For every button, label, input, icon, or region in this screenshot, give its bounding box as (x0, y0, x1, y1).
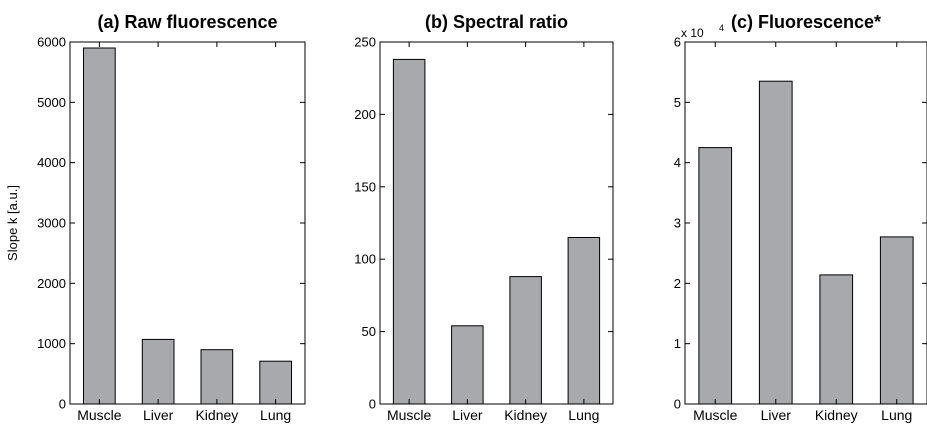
category-label-a-0: Muscle (77, 407, 122, 423)
ytick-label-b-0: 0 (369, 397, 376, 412)
ytick-label-c-3: 3 (674, 216, 681, 231)
category-label-a-2: Kidney (195, 407, 238, 423)
chart-a: Muscle Liver Kidney Lung 0 1000 2000 3000 4000 50… (5, 12, 306, 423)
ytick-label-b-5: 250 (354, 35, 376, 50)
category-label-b-2: Kidney (504, 407, 547, 423)
bar-b-muscle (392, 58, 426, 405)
bar-c-kidney (819, 274, 854, 405)
chart-c: Muscle Liver Kidney Lung 0 1 2 3 4 5 6 (c) Fluoresc… (674, 12, 927, 423)
y-multiplier-exponent-c: 4 (719, 23, 724, 33)
bar-a-lung (259, 360, 292, 405)
bar-b-kidney (509, 276, 542, 405)
category-label-a-3: Lung (260, 407, 291, 423)
category-label-b-0: Muscle (387, 407, 432, 423)
chart-title-b: (b) Spectral ratio (425, 12, 568, 32)
ytick-label-a-6: 6000 (37, 35, 66, 50)
axes-frame-b (379, 41, 614, 405)
ytick-label-a-5: 5000 (37, 95, 66, 110)
bar-a-liver (141, 338, 175, 405)
bar-b-lung (567, 237, 601, 405)
ytick-label-c-0: 0 (674, 397, 681, 412)
ytick-label-c-1: 1 (674, 336, 681, 351)
ytick-label-c-2: 2 (674, 276, 681, 291)
y-axis-label-a: Slope k [a.u.] (5, 185, 20, 261)
bar-a-muscle (83, 47, 116, 405)
chart-title-c: (c) Fluorescence* (731, 12, 881, 32)
ytick-label-a-4: 4000 (37, 155, 66, 170)
ytick-label-c-6: 6 (674, 35, 681, 50)
ytick-label-a-2: 2000 (37, 276, 66, 291)
bar-b-liver (451, 325, 484, 405)
y-multiplier-c: x 10 (681, 26, 704, 40)
category-label-c-2: Kidney (815, 407, 858, 423)
ytick-label-b-1: 50 (362, 324, 376, 339)
category-label-b-1: Liver (452, 407, 483, 423)
ytick-label-a-0: 0 (59, 397, 66, 412)
ytick-label-c-4: 4 (674, 155, 681, 170)
bar-c-liver (758, 80, 793, 405)
category-label-c-0: Muscle (693, 407, 738, 423)
ytick-label-b-3: 150 (354, 179, 376, 194)
ytick-label-a-1: 1000 (37, 336, 66, 351)
category-label-c-1: Liver (761, 407, 792, 423)
ytick-label-c-5: 5 (674, 95, 681, 110)
ytick-label-a-3: 3000 (37, 216, 66, 231)
category-label-a-1: Liver (143, 407, 174, 423)
chart-b: Muscle Liver Kidney Lung 0 50 100 150 200 250 (b) … (354, 12, 614, 423)
chart-title-a: (a) Raw fluorescence (97, 12, 277, 32)
bar-c-lung (879, 236, 914, 405)
category-label-c-3: Lung (881, 407, 912, 423)
bar-a-kidney (200, 349, 234, 405)
bar-c-muscle (698, 147, 733, 405)
category-label-b-3: Lung (568, 407, 599, 423)
ytick-label-b-4: 200 (354, 107, 376, 122)
ytick-label-b-2: 100 (354, 252, 376, 267)
